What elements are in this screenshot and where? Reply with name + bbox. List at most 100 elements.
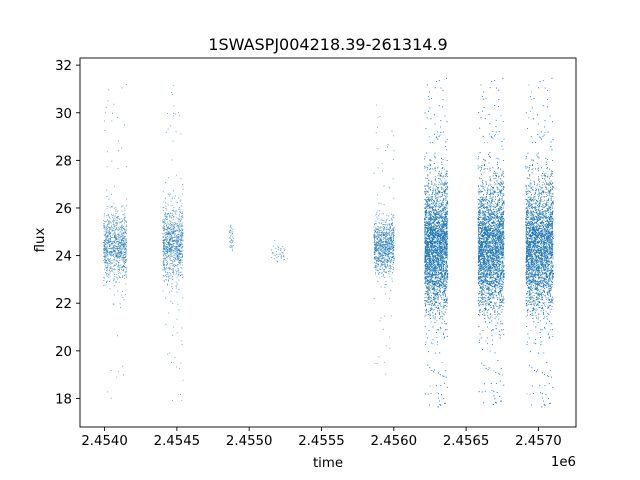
scatter-point: [166, 239, 168, 241]
scatter-point: [169, 232, 170, 234]
scatter-point: [123, 228, 125, 229]
scatter-point: [377, 116, 379, 118]
scatter-point: [385, 248, 387, 250]
scatter-point: [383, 224, 385, 225]
scatter-point: [110, 397, 112, 399]
scatter-point: [125, 252, 127, 254]
scatter-point: [374, 265, 376, 267]
scatter-point: [181, 253, 182, 255]
scatter-point: [277, 246, 279, 248]
scatter-point: [109, 251, 111, 252]
scatter-point: [117, 222, 119, 224]
scatter-point: [179, 251, 180, 253]
scatter-point: [111, 234, 113, 236]
scatter-point: [121, 233, 123, 235]
scatter-point: [163, 252, 165, 254]
scatter-point: [273, 258, 275, 260]
scatter-point: [164, 266, 165, 268]
scatter-point: [383, 260, 385, 262]
scatter-point: [162, 248, 164, 249]
scatter-point: [164, 228, 166, 230]
scatter-point: [390, 253, 392, 255]
scatter-point: [382, 235, 384, 237]
scatter-point: [233, 245, 234, 247]
scatter-point: [280, 257, 282, 259]
scatter-point: [393, 235, 395, 236]
scatter-point: [163, 240, 164, 241]
scatter-point: [378, 213, 380, 215]
scatter-point: [174, 253, 176, 255]
scatter-point: [386, 227, 388, 229]
scatter-point: [182, 276, 184, 278]
scatter-point: [116, 223, 118, 225]
scatter-point: [172, 241, 173, 243]
scatter-point: [104, 228, 106, 230]
scatter-point: [165, 242, 167, 244]
scatter-point: [180, 224, 182, 226]
scatter-point: [174, 233, 176, 235]
scatter-point: [376, 238, 378, 240]
scatter-point: [388, 240, 390, 241]
scatter-point: [106, 269, 108, 271]
scatter-point: [121, 234, 123, 235]
scatter-point: [169, 257, 171, 259]
scatter-point: [232, 231, 234, 233]
scatter-point: [125, 267, 127, 269]
scatter-point: [124, 243, 126, 245]
scatter-point: [182, 264, 183, 266]
scatter-point: [384, 243, 386, 245]
scatter-point: [116, 255, 118, 257]
scatter-point: [179, 200, 181, 202]
scatter-point: [117, 255, 119, 257]
scatter-point: [111, 268, 113, 269]
scatter-point: [379, 268, 381, 270]
scatter-point: [169, 193, 171, 195]
scatter-point: [104, 120, 105, 122]
scatter-point: [119, 234, 121, 236]
scatter-point: [106, 208, 108, 210]
scatter-point: [170, 252, 172, 254]
scatter-point: [118, 237, 120, 239]
scatter-point: [391, 242, 393, 244]
scatter-point: [179, 248, 180, 250]
scatter-point: [113, 255, 114, 257]
scatter-point: [375, 256, 377, 257]
scatter-point: [168, 232, 169, 234]
scatter-point: [167, 284, 169, 286]
scatter-point: [162, 233, 164, 235]
scatter-point: [389, 246, 391, 247]
scatter-point: [113, 246, 114, 247]
scatter-point: [171, 249, 173, 251]
scatter-point: [119, 260, 121, 261]
scatter-point: [382, 264, 384, 265]
scatter-point: [126, 221, 127, 223]
scatter-point: [164, 229, 166, 231]
scatter-point: [105, 233, 107, 235]
scatter-point: [167, 204, 169, 206]
scatter-point: [181, 203, 183, 205]
scatter-point: [103, 234, 105, 236]
scatter-point: [176, 276, 178, 278]
scatter-point: [164, 220, 166, 222]
scatter-point: [104, 248, 106, 250]
scatter-point: [164, 212, 166, 214]
scatter-point: [378, 253, 380, 255]
scatter-point: [173, 237, 174, 238]
scatter-point: [379, 242, 381, 244]
scatter-point: [120, 222, 121, 224]
scatter-point: [379, 239, 381, 240]
scatter-point: [375, 272, 377, 274]
scatter-point: [120, 243, 121, 245]
scatter-point: [174, 234, 176, 236]
scatter-point: [375, 223, 377, 225]
scatter-point: [125, 236, 126, 237]
scatter-point: [181, 212, 183, 214]
scatter-point: [383, 231, 385, 233]
scatter-point: [383, 232, 385, 234]
scatter-point: [379, 246, 381, 248]
scatter-point: [163, 201, 164, 203]
scatter-point: [126, 242, 128, 243]
scatter-point: [118, 265, 120, 267]
scatter-point: [117, 335, 118, 337]
scatter-point: [391, 233, 393, 235]
